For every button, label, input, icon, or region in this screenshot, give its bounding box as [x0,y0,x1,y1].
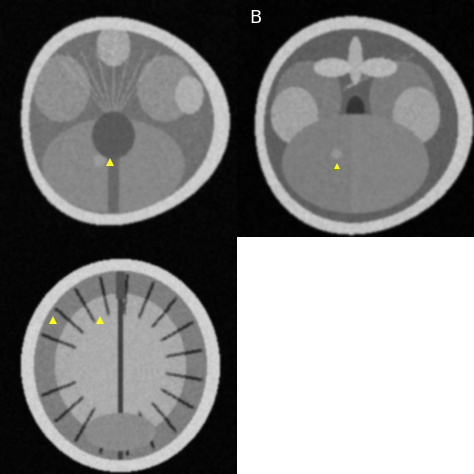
Text: B: B [249,9,261,27]
